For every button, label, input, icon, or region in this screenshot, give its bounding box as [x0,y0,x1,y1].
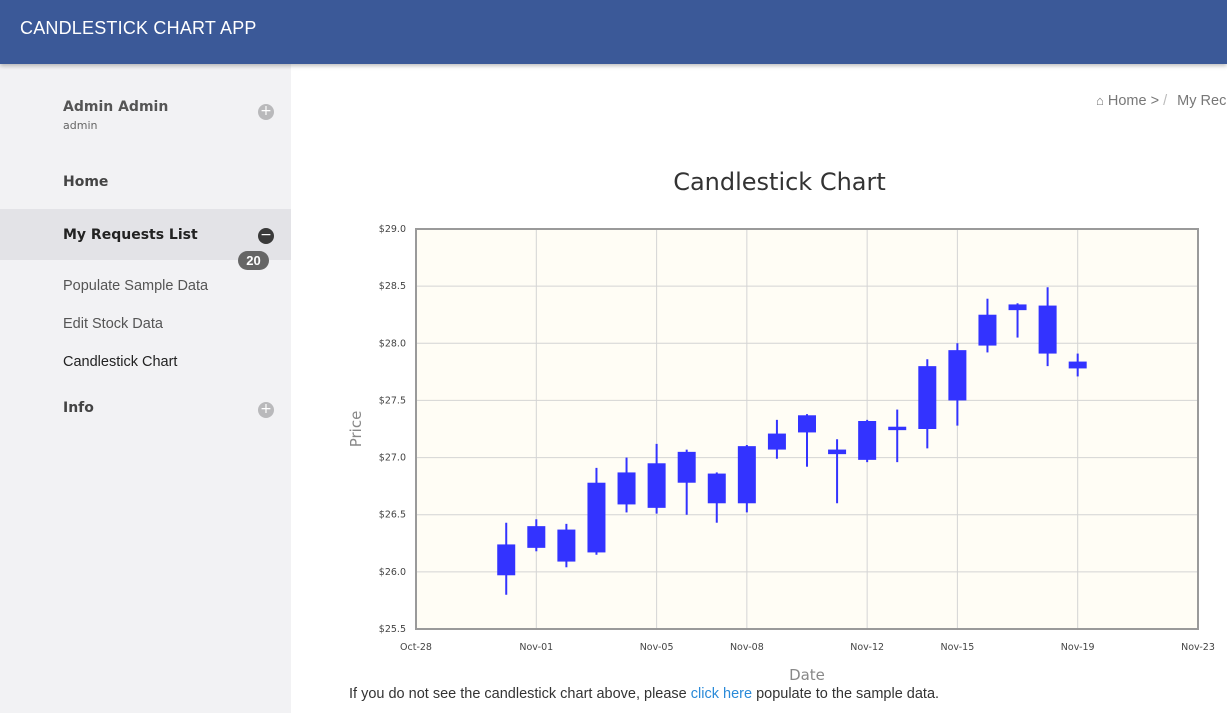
home-icon[interactable]: ⌂ [1096,93,1104,108]
candle-body [647,463,666,508]
x-tick-label: Nov-12 [850,642,884,653]
x-tick-label: Nov-19 [1061,642,1095,653]
y-tick-label: $28.0 [379,338,406,349]
chart-title: Candlestick Chart [673,168,886,196]
candle-body [737,446,756,504]
sidebar: Admin Admin admin + Home My Requests Lis… [0,64,291,713]
candle-body [677,451,696,483]
collapse-icon[interactable]: − [258,228,274,244]
candle-body [948,350,967,401]
y-tick-label: $27.0 [379,453,406,464]
candle-body [1008,304,1027,311]
x-tick-label: Nov-08 [730,642,764,653]
candle-body [858,421,877,460]
y-tick-label: $25.5 [379,624,406,635]
y-tick-label: $28.5 [379,281,406,292]
candle-body [918,366,937,429]
candle-body [978,314,997,346]
x-tick-label: Nov-15 [940,642,974,653]
candle-body [557,529,576,562]
candle-body [617,472,636,505]
click-here-link[interactable]: click here [690,686,753,702]
x-tick-label: Oct-28 [400,642,432,653]
note-text-end: populate to the sample data. [756,686,940,702]
app-title: CANDLESTICK CHART APP [20,18,257,38]
candle-body [828,449,847,455]
sidebar-subitem-candlestick[interactable]: Candlestick Chart [63,354,178,370]
user-role: admin [63,119,98,132]
x-tick-label: Nov-01 [519,642,553,653]
sidebar-subitem-populate[interactable]: Populate Sample Data [63,278,209,294]
user-name: Admin Admin [63,99,169,115]
breadcrumb: ⌂ Home > / My Rec [1096,93,1226,109]
candle-body [888,426,907,431]
user-expand-icon[interactable]: + [258,104,274,120]
x-tick-label: Nov-23 [1181,642,1215,653]
candle-body [527,526,546,548]
sample-data-note: If you do not see the candlestick chart … [349,686,939,702]
breadcrumb-separator: > [1150,93,1160,109]
candle-body [798,415,816,433]
note-text: If you do not see the candlestick chart … [349,686,687,702]
plot-border [415,228,1199,630]
candle-body [1068,361,1087,369]
sidebar-item-home[interactable]: Home [63,174,109,190]
breadcrumb-current: My Rec [1177,93,1227,109]
sidebar-subitem-edit-stock[interactable]: Edit Stock Data [63,316,163,332]
y-tick-label: $27.5 [379,395,406,406]
y-tick-label: $29.0 [379,224,406,235]
y-tick-label: $26.5 [379,510,406,521]
sidebar-item-info[interactable]: Info [63,400,94,416]
breadcrumb-separator: / [1163,93,1168,109]
candle-body [767,433,786,450]
y-axis-label: Price [347,411,365,448]
app-header: CANDLESTICK CHART APP [0,0,1227,64]
breadcrumb-home[interactable]: Home [1107,93,1147,109]
count-badge: 20 [238,251,269,270]
y-tick-label: $26.0 [379,567,406,578]
candle-body [587,482,606,553]
candle-body [707,473,726,504]
x-tick-label: Nov-05 [640,642,674,653]
sidebar-item-my-requests-label[interactable]: My Requests List [63,227,198,243]
info-expand-icon[interactable]: + [258,402,274,418]
candle-body [497,544,516,576]
x-axis-label: Date [789,666,825,684]
candle-body [1038,305,1057,354]
